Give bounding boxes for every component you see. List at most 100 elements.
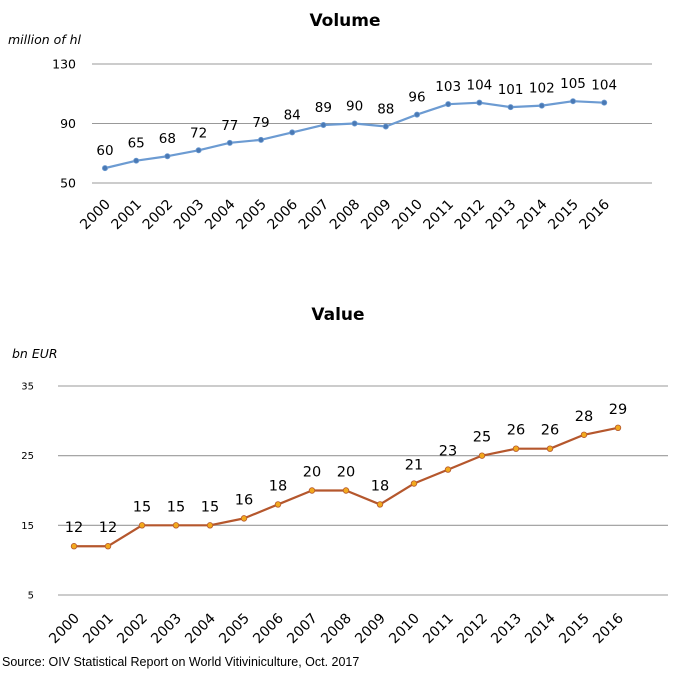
x-tick-label: 2010: [386, 611, 423, 648]
x-tick-label: 2009: [352, 611, 389, 648]
data-point: [376, 501, 384, 508]
data-point: [478, 452, 486, 459]
data-label: 16: [235, 492, 253, 508]
data-label: 72: [190, 125, 207, 141]
x-tick-label: 2013: [488, 611, 525, 648]
data-label: 102: [529, 81, 555, 97]
x-tick-label: 2006: [250, 610, 287, 647]
data-label: 96: [408, 90, 425, 106]
x-tick-label: 2008: [327, 197, 364, 234]
data-label: 15: [133, 499, 151, 515]
data-label: 77: [221, 118, 238, 134]
data-point: [601, 99, 608, 106]
x-tick-label: 2015: [556, 611, 593, 648]
data-point: [512, 445, 520, 452]
data-label: 104: [591, 78, 617, 94]
data-label: 103: [435, 79, 461, 95]
data-point: [308, 487, 316, 494]
data-label: 65: [128, 136, 145, 152]
data-label: 18: [269, 478, 287, 494]
data-point: [410, 480, 418, 487]
data-point: [538, 102, 545, 109]
data-label: 28: [575, 409, 593, 425]
data-point: [507, 104, 514, 111]
data-point: [70, 543, 78, 550]
chart-title: Volume: [309, 11, 380, 31]
data-point: [172, 522, 180, 529]
data-point: [195, 147, 202, 154]
data-label: 84: [284, 107, 301, 123]
data-point: [382, 123, 389, 130]
y-tick-label: 130: [52, 56, 76, 71]
y-tick-label: 15: [21, 521, 34, 532]
data-point: [614, 424, 622, 431]
data-label: 18: [371, 478, 389, 494]
data-point: [206, 522, 214, 529]
x-tick-label: 2013: [483, 197, 520, 234]
source-note: Source: OIV Statistical Report on World …: [2, 655, 360, 669]
x-tick-label: 2007: [296, 197, 333, 234]
data-label: 89: [315, 100, 332, 116]
data-label: 15: [167, 499, 185, 515]
x-tick-label: 2001: [80, 611, 117, 648]
y-tick-label: 5: [28, 591, 34, 602]
x-tick-label: 2015: [545, 197, 582, 234]
data-point: [351, 120, 358, 127]
x-tick-label: 2005: [233, 197, 270, 234]
data-label: 68: [159, 131, 176, 147]
x-tick-label: 2011: [421, 197, 458, 234]
data-label: 23: [439, 444, 457, 460]
data-point: [320, 121, 327, 128]
x-tick-label: 2003: [171, 197, 208, 234]
data-point: [138, 522, 146, 529]
data-label: 60: [96, 143, 113, 159]
data-label: 20: [303, 465, 321, 481]
x-tick-label: 2010: [389, 197, 426, 234]
x-tick-label: 2011: [420, 611, 457, 648]
y-tick-label: 25: [21, 451, 34, 462]
x-tick-label: 2001: [109, 197, 146, 234]
y-axis-label: bn EUR: [12, 346, 58, 361]
data-label: 101: [498, 82, 524, 98]
data-point: [570, 98, 577, 105]
y-tick-label: 90: [60, 116, 76, 131]
data-point: [104, 543, 112, 550]
x-tick-label: 2000: [46, 611, 83, 648]
data-point: [413, 111, 420, 118]
data-label: 21: [405, 458, 423, 474]
x-tick-label: 2004: [182, 610, 219, 647]
x-tick-label: 2002: [114, 611, 151, 648]
data-point: [580, 431, 588, 438]
x-tick-label: 2014: [514, 196, 551, 233]
x-tick-label: 2005: [216, 611, 253, 648]
data-label: 20: [337, 465, 355, 481]
data-label: 105: [560, 76, 586, 92]
data-point: [342, 487, 350, 494]
x-tick-label: 2009: [358, 197, 395, 234]
y-axis-label: million of hl: [8, 32, 82, 47]
data-point: [274, 501, 282, 508]
x-tick-label: 2012: [454, 611, 491, 648]
x-tick-label: 2014: [522, 610, 559, 647]
data-label: 12: [65, 520, 83, 536]
data-point: [240, 515, 248, 522]
data-label: 29: [609, 402, 627, 418]
x-tick-label: 2002: [140, 197, 177, 234]
y-tick-label: 35: [21, 382, 34, 393]
x-tick-label: 2000: [77, 197, 114, 234]
data-point: [445, 101, 452, 108]
data-label: 79: [252, 115, 269, 131]
data-point: [226, 139, 233, 146]
x-tick-label: 2016: [590, 610, 627, 647]
x-tick-label: 2007: [284, 611, 321, 648]
data-point: [164, 153, 171, 160]
data-point: [133, 157, 140, 164]
data-label: 26: [507, 423, 525, 439]
data-label: 104: [467, 78, 493, 94]
data-label: 90: [346, 99, 363, 115]
data-point: [102, 165, 109, 172]
data-label: 26: [541, 423, 559, 439]
series-line: [74, 426, 619, 548]
